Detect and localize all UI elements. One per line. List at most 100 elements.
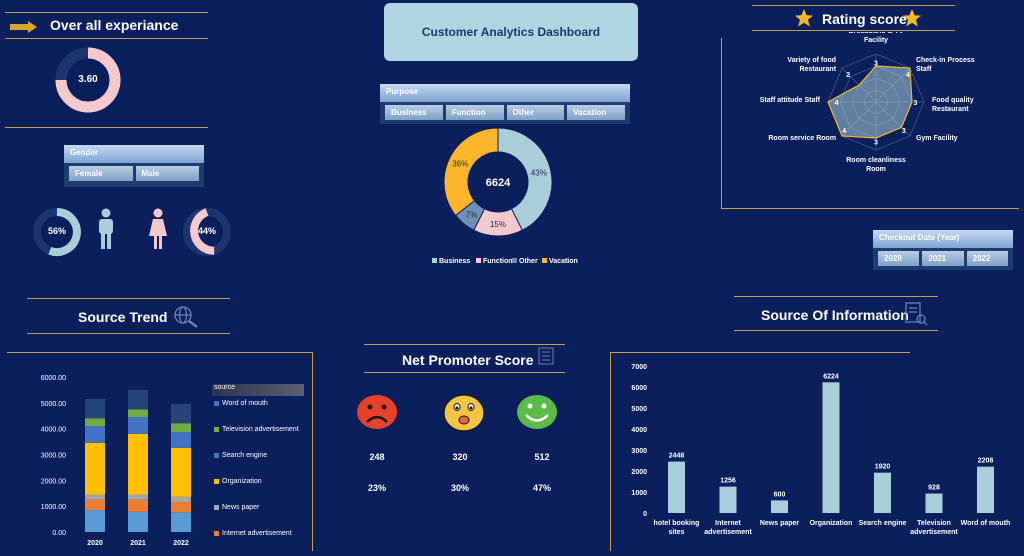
bar-segment — [85, 418, 105, 427]
radar-category-label: Facility — [864, 37, 888, 44]
male-gauge — [32, 207, 82, 262]
gender-female-button[interactable]: Female — [69, 166, 133, 181]
bar-segment — [128, 433, 148, 495]
radar-category-label: Gym Facility — [916, 135, 958, 142]
divider — [5, 12, 208, 13]
legend-item: Word of mouth — [214, 400, 312, 420]
y-tick-label: 1000 — [631, 490, 647, 497]
data-label: 6224 — [823, 373, 839, 380]
radar-category-label: Variety of food — [787, 57, 836, 64]
bar-segment — [85, 510, 105, 532]
happy-face-icon — [515, 393, 559, 436]
divider — [721, 208, 1019, 209]
bar-segment — [128, 389, 148, 410]
slice-label: 7% — [466, 211, 478, 220]
bar-segment — [171, 496, 191, 503]
y-tick-label: 7000 — [631, 364, 647, 371]
slice-label: 15% — [490, 220, 506, 229]
x-tick-label: advertisement — [910, 529, 958, 536]
divider — [5, 38, 208, 39]
purpose-vacation-button[interactable]: Vacation — [567, 105, 625, 120]
x-tick-label: Internet — [715, 520, 741, 527]
male-icon — [96, 208, 116, 255]
divider — [27, 333, 230, 334]
radar-category-label: Staff attitude Staff — [760, 97, 821, 104]
arrow-icon — [10, 20, 38, 38]
bar — [771, 500, 788, 513]
sad-face-icon — [355, 393, 399, 436]
female-icon — [148, 208, 168, 255]
male-percent: 56% — [47, 226, 66, 236]
bar — [668, 461, 685, 513]
globe-search-icon — [172, 304, 200, 333]
nps-icon — [538, 347, 554, 370]
bar — [977, 466, 994, 513]
bar-segment — [171, 447, 191, 497]
radar-category-label: Restaurant — [932, 106, 969, 113]
divider — [610, 352, 611, 551]
overall-value: 3.60 — [78, 74, 98, 85]
donut-center-total: 6624 — [486, 177, 511, 189]
neutral-face-icon — [442, 393, 486, 438]
source-trend-chart: 0.00 1000.00 2000.00 3000.00 4000.00 5000.00 6… — [10, 360, 210, 556]
bar — [874, 472, 891, 513]
nps-title: Net Promoter Score — [402, 352, 534, 368]
legend-swatch — [476, 258, 481, 263]
y-tick-label: 2000 — [631, 469, 647, 476]
gender-male-button[interactable]: Male — [135, 166, 199, 181]
checkout-2022-button[interactable]: 2022 — [966, 251, 1008, 266]
legend-label: Business — [439, 258, 470, 265]
legend-label: Word of mouth — [222, 400, 268, 407]
legend-item: Search engine — [214, 452, 312, 472]
legend-label: Function — [483, 258, 513, 265]
legend-swatch — [214, 453, 219, 458]
radar-category-label: Restaurant — [799, 66, 836, 73]
checkout-slicer: Checkout Date (Year) 2020 2021 2022 — [873, 230, 1013, 270]
source-legend-title: source — [212, 384, 304, 396]
y-tick-label: 5000.00 — [41, 401, 66, 408]
radar-category-label: Check-in Process — [916, 57, 975, 64]
rating-title: Rating score — [822, 11, 907, 27]
star-icon — [794, 8, 814, 33]
bar — [925, 493, 943, 513]
purpose-donut-chart: 43% 15% 7% 36% 6624 Business Function Other Vaca… — [420, 127, 600, 278]
divider — [610, 352, 910, 353]
data-label: 2448 — [669, 453, 685, 460]
divider — [364, 372, 565, 373]
divider — [752, 30, 955, 31]
y-tick-label: 6000.00 — [41, 375, 66, 382]
radar-value-label: 2 — [846, 72, 850, 79]
checkout-2020-button[interactable]: 2020 — [878, 251, 920, 266]
bar — [719, 486, 737, 513]
x-tick-label: Word of mouth — [961, 520, 1011, 527]
bar-segment — [128, 417, 148, 434]
dashboard-title: Customer Analytics Dashboard — [384, 3, 638, 61]
source-info-title: Source Of Information — [761, 307, 909, 323]
legend-label: Organization — [222, 478, 262, 485]
purpose-function-button[interactable]: Function — [445, 105, 504, 120]
legend-swatch — [214, 479, 219, 484]
checkout-2021-button[interactable]: 2021 — [922, 251, 964, 266]
slice-label: 36% — [452, 160, 468, 169]
donut-slice — [497, 127, 553, 231]
data-label: 2208 — [978, 458, 994, 465]
female-gauge — [182, 207, 232, 262]
purpose-business-button[interactable]: Business — [385, 105, 443, 120]
radar-series — [827, 65, 913, 139]
nps-promoter-percent: 47% — [532, 483, 551, 493]
bar-segment — [85, 494, 105, 500]
y-tick-label: 3000.00 — [41, 453, 66, 460]
x-tick-label: 2020 — [87, 540, 103, 547]
legend-swatch — [214, 505, 219, 510]
legend-item: Organization — [214, 478, 312, 498]
legend-swatch — [214, 531, 219, 536]
bar-segment — [128, 409, 148, 418]
data-label: 928 — [928, 485, 940, 492]
purpose-other-button[interactable]: Other — [506, 105, 565, 120]
x-tick-label: 2022 — [173, 540, 189, 547]
divider — [27, 298, 230, 299]
legend-item: Television advertisement — [214, 426, 312, 446]
data-label: 1920 — [875, 464, 891, 471]
bar-segment — [171, 432, 191, 448]
divider — [752, 5, 955, 6]
